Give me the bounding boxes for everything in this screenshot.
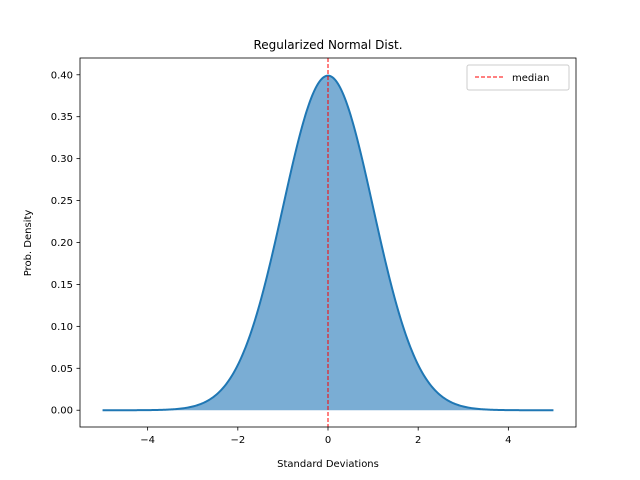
y-tick-label: 0.00 <box>51 406 73 417</box>
x-axis-ticks: −4 −2 0 2 4 <box>140 427 512 446</box>
x-tick-label: 2 <box>415 435 421 446</box>
x-tick-label: 4 <box>505 435 511 446</box>
y-tick-label: 0.25 <box>51 196 73 207</box>
y-tick-label: 0.35 <box>51 112 73 123</box>
x-axis-label: Standard Deviations <box>277 459 379 470</box>
y-tick-label: 0.40 <box>51 70 73 81</box>
y-tick-label: 0.10 <box>51 322 73 333</box>
x-tick-label: −2 <box>230 435 245 446</box>
legend-box <box>466 64 570 91</box>
legend: median <box>466 64 570 91</box>
density-area <box>102 75 554 411</box>
y-axis-ticks: 0.00 0.05 0.10 0.15 0.20 0.25 0.30 0.35 0.40 <box>51 70 80 417</box>
y-tick-label: 0.15 <box>51 280 73 291</box>
x-tick-label: −4 <box>140 435 155 446</box>
y-tick-label: 0.30 <box>51 154 73 165</box>
chart-title: Regularized Normal Dist. <box>253 38 402 52</box>
y-tick-label: 0.05 <box>51 364 73 375</box>
legend-label-median: median <box>512 73 550 84</box>
x-tick-label: 0 <box>325 435 331 446</box>
density-line <box>102 74 554 412</box>
plot-area <box>102 58 554 427</box>
y-tick-label: 0.20 <box>51 238 73 249</box>
y-axis-label: Prob. Density <box>23 210 34 277</box>
